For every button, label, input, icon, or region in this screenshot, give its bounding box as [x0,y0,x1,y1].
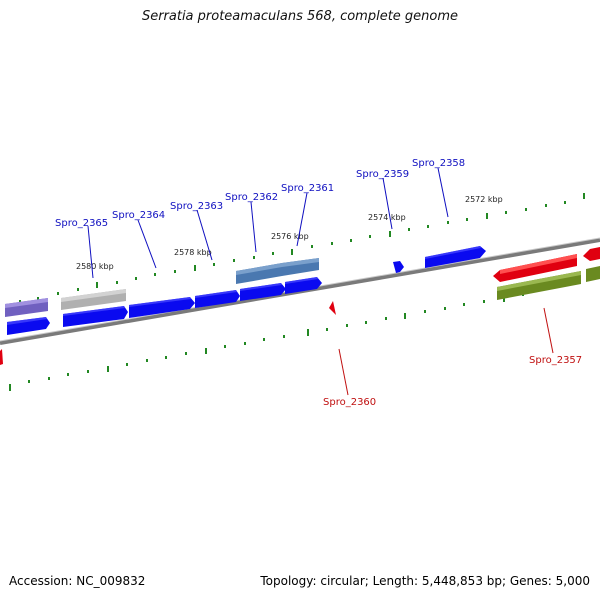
gene-red-edge-left[interactable] [0,349,3,365]
reverse-tick-ruler [9,293,524,391]
gene-spro-2365-box[interactable] [61,289,126,310]
genome-summary: Topology: circular; Length: 5,448,853 bp… [260,574,590,588]
gene-label-spro-2358[interactable]: Spro_2358 [412,158,465,169]
gene-spro-2357-arrow[interactable] [493,254,577,282]
tick-label-2580: 2580 kbp [76,262,114,271]
tick-label-2572: 2572 kbp [465,195,503,204]
accession-text: Accession: NC_009832 [9,574,146,588]
forward-tick-ruler [19,193,585,303]
genome-title: Serratia proteamaculans 568, complete ge… [141,9,459,24]
forward-gene-arrow-highlights [7,246,481,325]
gene-spro-2362-box[interactable] [236,263,282,284]
gene-spro-2361-box[interactable] [282,258,319,276]
forward-gene-arrows[interactable] [7,246,486,335]
gene-label-spro-2357[interactable]: Spro_2357 [529,355,582,366]
tick-label-2574: 2574 kbp [368,213,406,222]
gene-label-spro-2363[interactable]: Spro_2363 [170,201,223,212]
gene-red-arrow-edge[interactable] [583,247,600,261]
gene-label-spro-2364[interactable]: Spro_2364 [112,210,165,221]
gene-label-spro-2359[interactable]: Spro_2359 [356,169,409,180]
gene-olive-box-edge[interactable] [586,266,600,282]
gene-label-spro-2362[interactable]: Spro_2362 [225,192,278,203]
gene-spro-2360-arrow[interactable] [329,301,336,315]
tick-label-2576: 2576 kbp [271,232,309,241]
gene-label-spro-2365[interactable]: Spro_2365 [55,218,108,229]
label-leader-lines [87,167,554,396]
gene-purple-box[interactable] [5,298,48,317]
gene-olive-box[interactable] [497,271,581,300]
gene-label-spro-2361[interactable]: Spro_2361 [281,183,334,194]
tick-label-2578: 2578 kbp [174,248,212,257]
gene-label-spro-2360[interactable]: Spro_2360 [323,397,376,408]
